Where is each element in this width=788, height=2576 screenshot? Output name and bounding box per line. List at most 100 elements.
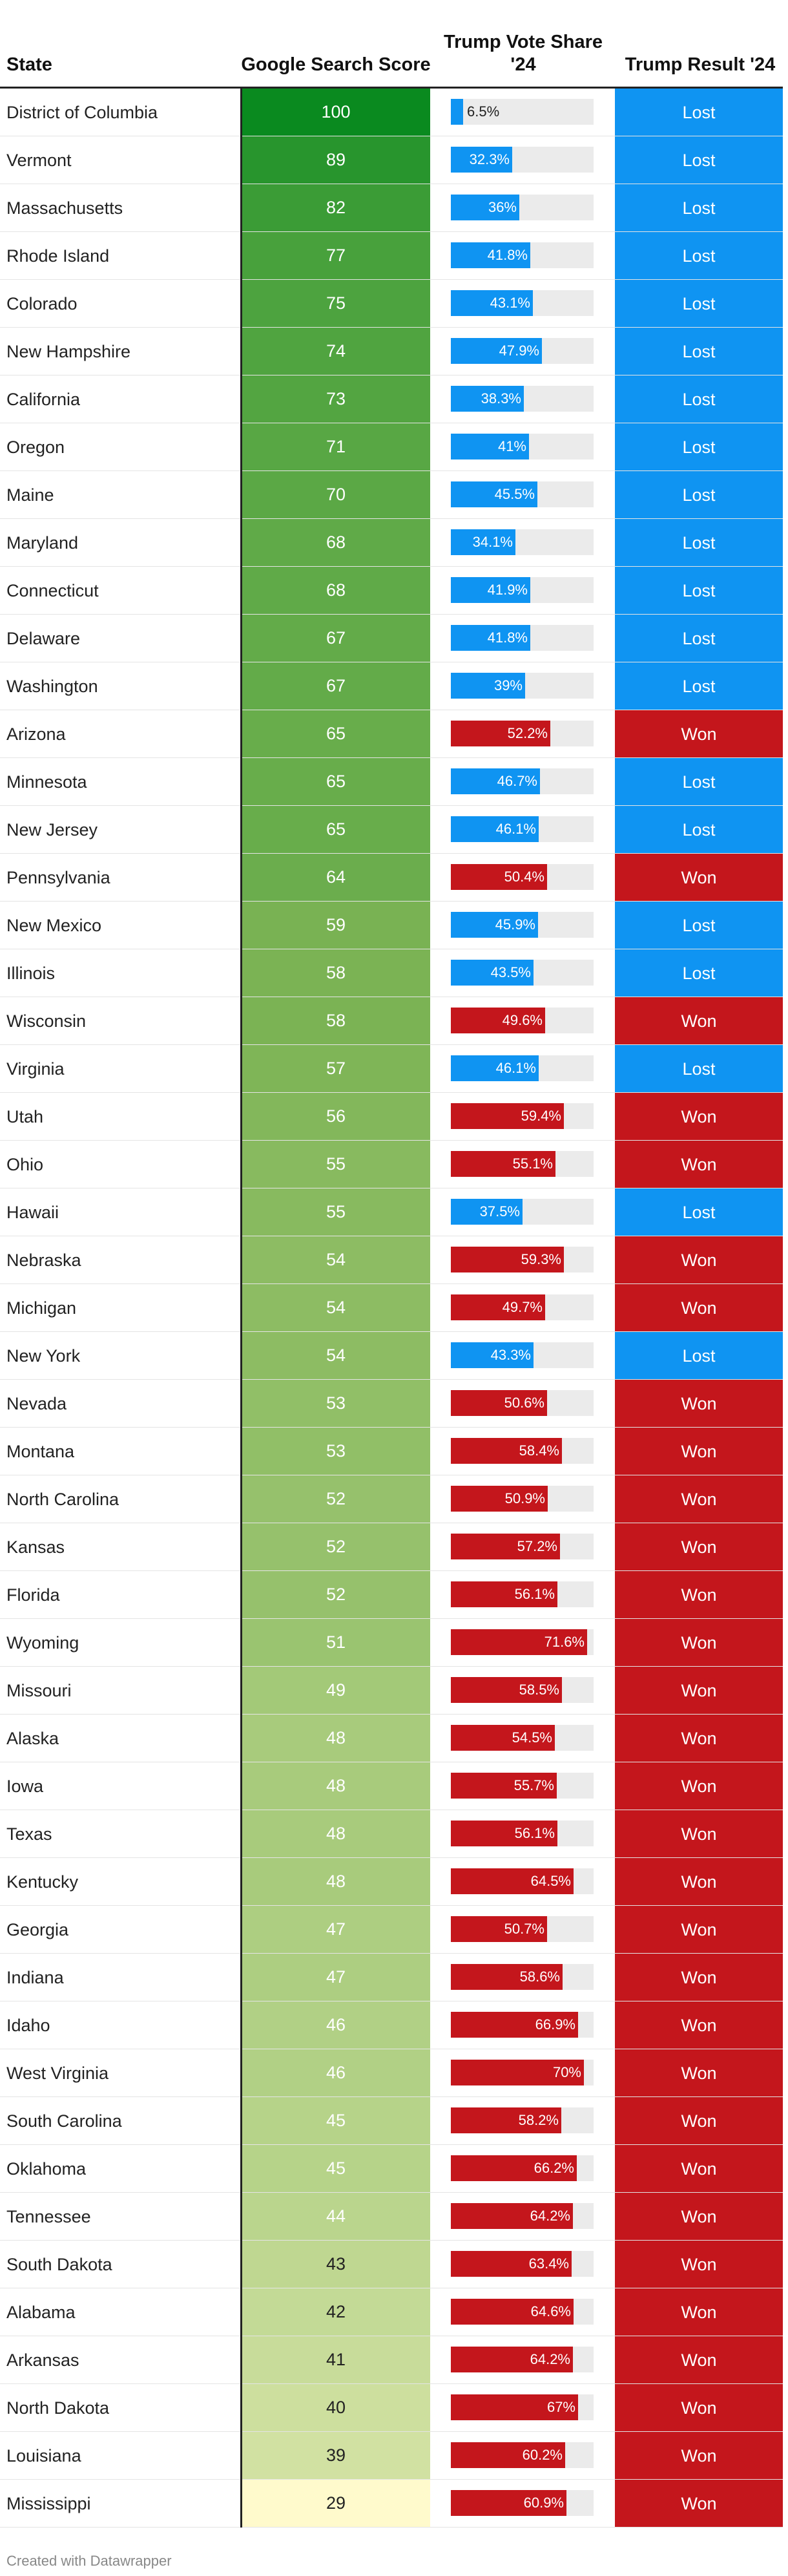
vote-share-label: 66.9% [535, 2016, 575, 2032]
score-column-divider [240, 89, 242, 2528]
vote-share-bar [451, 960, 534, 986]
table-row: Delaware 67 41.8% Lost [0, 615, 783, 662]
table-row: Florida 52 56.1% Won [0, 1571, 783, 1619]
vote-share-bar [451, 195, 519, 220]
trump-result-cell: Won [615, 2480, 783, 2528]
vote-share-bar [451, 1964, 563, 1990]
state-name: Kentucky [6, 1872, 79, 1892]
state-name: Vermont [6, 151, 72, 170]
table-row: Missouri 49 58.5% Won [0, 1667, 783, 1715]
state-name: Delaware [6, 629, 81, 648]
table-row: New Jersey 65 46.1% Lost [0, 806, 783, 854]
search-score-cell: 52 [242, 1475, 430, 1523]
trump-result-cell: Won [615, 2193, 783, 2241]
search-score-cell: 49 [242, 1667, 430, 1714]
state-name: Illinois [6, 964, 56, 983]
trump-result-cell: Won [615, 710, 783, 758]
vote-share-bar [451, 816, 539, 842]
trump-result-cell: Won [615, 1954, 783, 2001]
vote-share-label: 46.1% [495, 1060, 536, 1076]
row-separator [0, 2096, 783, 2097]
trump-result-cell: Lost [615, 328, 783, 375]
vote-share-bar [451, 434, 529, 459]
search-score-cell: 52 [242, 1571, 430, 1618]
table-row: Minnesota 65 46.7% Lost [0, 758, 783, 806]
table-row: Virginia 57 46.1% Lost [0, 1045, 783, 1093]
table-row: Tennessee 44 64.2% Won [0, 2193, 783, 2241]
state-name: Alabama [6, 2303, 76, 2322]
state-name: Hawaii [6, 1203, 59, 1222]
search-score-cell: 54 [242, 1236, 430, 1283]
vote-share-track: 64.2% [451, 2203, 594, 2229]
vote-share-bar [451, 1008, 545, 1033]
search-score-cell: 41 [242, 2336, 430, 2383]
row-separator [0, 805, 783, 806]
trump-result-cell: Won [615, 1906, 783, 1954]
vote-share-track: 47.9% [451, 338, 594, 364]
search-score-cell: 65 [242, 710, 430, 757]
vote-share-bar [451, 147, 512, 173]
vote-share-label: 32.3% [469, 151, 510, 167]
trump-result-cell: Lost [615, 519, 783, 567]
search-score-cell: 65 [242, 806, 430, 853]
table-row: Maine 70 45.5% Lost [0, 471, 783, 519]
vote-share-track: 49.7% [451, 1294, 594, 1320]
row-separator [0, 1283, 783, 1284]
table-row: District of Columbia 100 6.5% Lost [0, 89, 783, 136]
search-score-cell: 48 [242, 1858, 430, 1905]
vote-share-track: 58.5% [451, 1677, 594, 1703]
row-separator [0, 1427, 783, 1428]
state-name: New Jersey [6, 820, 98, 839]
state-name: Idaho [6, 2016, 50, 2035]
trump-result-cell: Won [615, 1667, 783, 1715]
trump-result-cell: Lost [615, 1332, 783, 1380]
row-separator [0, 1570, 783, 1571]
vote-share-track: 41.9% [451, 577, 594, 603]
search-score-cell: 67 [242, 615, 430, 662]
trump-result-cell: Won [615, 1141, 783, 1188]
table-row: Massachusetts 82 36% Lost [0, 184, 783, 232]
search-score-cell: 47 [242, 1906, 430, 1953]
vote-share-bar [451, 768, 540, 794]
vote-share-bar [451, 1390, 547, 1416]
vote-share-label: 50.4% [504, 869, 544, 885]
table-row: Kentucky 48 64.5% Won [0, 1858, 783, 1906]
row-separator [0, 2479, 783, 2480]
vote-share-label: 55.7% [513, 1777, 554, 1793]
vote-share-bar [451, 2203, 573, 2229]
vote-share-track: 32.3% [451, 147, 594, 173]
vote-share-bar [451, 2299, 574, 2325]
trump-result-cell: Lost [615, 184, 783, 232]
state-name: New Mexico [6, 916, 102, 935]
vote-share-track: 50.6% [451, 1390, 594, 1416]
table-row: Georgia 47 50.7% Won [0, 1906, 783, 1954]
search-score-cell: 54 [242, 1284, 430, 1331]
search-score-cell: 51 [242, 1619, 430, 1666]
search-score-cell: 75 [242, 280, 430, 327]
vote-share-label: 36% [488, 199, 517, 215]
vote-share-track: 6.5% [451, 99, 594, 125]
table-row: Utah 56 59.4% Won [0, 1093, 783, 1141]
search-score-cell: 71 [242, 423, 430, 470]
table-row: Iowa 48 55.7% Won [0, 1762, 783, 1810]
vote-share-track: 54.5% [451, 1725, 594, 1751]
search-score-cell: 57 [242, 1045, 430, 1092]
state-name: New York [6, 1346, 81, 1366]
trump-result-cell: Lost [615, 902, 783, 949]
vote-share-bar [451, 1677, 562, 1703]
vote-share-bar [451, 2251, 572, 2277]
trump-result-cell: Won [615, 1093, 783, 1141]
table-row: Washington 67 39% Lost [0, 662, 783, 710]
table-row: Alabama 42 64.6% Won [0, 2288, 783, 2336]
state-name: Wisconsin [6, 1011, 87, 1031]
table-row: Mississippi 29 60.9% Won [0, 2480, 783, 2528]
search-score-cell: 64 [242, 854, 430, 901]
trump-result-cell: Won [615, 2336, 783, 2384]
vote-share-track: 45.9% [451, 912, 594, 938]
state-name: Utah [6, 1107, 44, 1126]
vote-share-bar [451, 625, 530, 651]
vote-share-track: 38.3% [451, 386, 594, 412]
vote-share-bar [451, 1103, 564, 1129]
trump-result-cell: Lost [615, 662, 783, 710]
search-score-cell: 70 [242, 471, 430, 518]
